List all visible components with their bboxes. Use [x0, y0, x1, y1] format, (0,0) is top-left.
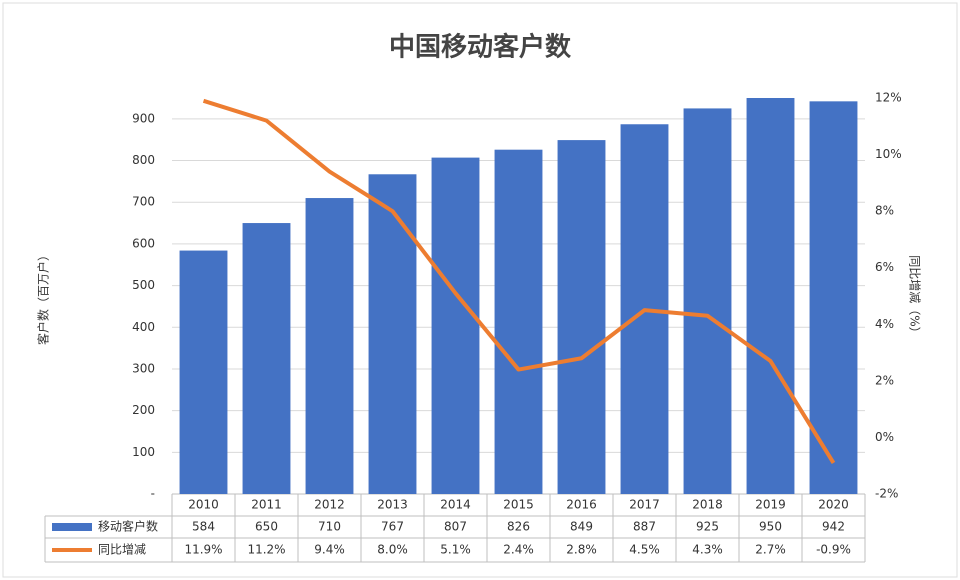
bar [305, 198, 354, 494]
table-value: 2.7% [755, 543, 786, 557]
table-value: 767 [381, 520, 404, 534]
table-value: 2.4% [503, 543, 534, 557]
bar [557, 140, 606, 494]
y-axis-label: 客户数（百万户） [36, 249, 51, 345]
bar [179, 250, 228, 494]
bar [746, 98, 795, 494]
table-value: 11.2% [247, 543, 285, 557]
y-tick-label: 600 [132, 236, 155, 250]
table-value: 2.8% [566, 543, 597, 557]
x-tick-label: 2013 [377, 498, 408, 512]
bar [242, 223, 291, 495]
table-value: 8.0% [377, 543, 408, 557]
table-value: 807 [444, 520, 467, 534]
y-tick-label: 800 [132, 153, 155, 167]
y2-tick-label: 6% [875, 260, 894, 274]
table-value: 9.4% [314, 543, 345, 557]
x-tick-label: 2014 [440, 498, 471, 512]
y-tick-label: 400 [132, 320, 155, 334]
y-tick-label: 100 [132, 445, 155, 459]
y-tick-label: 700 [132, 195, 155, 209]
x-tick-label: 2019 [755, 498, 786, 512]
x-tick-label: 2017 [629, 498, 660, 512]
table-value: 942 [822, 520, 845, 534]
table-value: 849 [570, 520, 593, 534]
x-tick-label: 2012 [314, 498, 345, 512]
table-value: 5.1% [440, 543, 471, 557]
table-value: 710 [318, 520, 341, 534]
y2-tick-label: 12% [875, 91, 902, 105]
table-value: 584 [192, 520, 215, 534]
line [202, 98, 836, 464]
legend-label: 移动客户数 [98, 519, 158, 534]
table-value: 887 [633, 520, 656, 534]
table-value: 650 [255, 520, 278, 534]
y2-tick-label: 2% [875, 373, 894, 387]
table-value: 826 [507, 520, 530, 534]
table-value: 11.9% [184, 543, 222, 557]
x-tick-label: 2016 [566, 498, 597, 512]
y2-axis-label: 同比增减（%） [908, 255, 922, 338]
legend-label: 同比增减 [98, 543, 146, 557]
table-value: -0.9% [816, 543, 851, 557]
y-tick-label: 200 [132, 403, 155, 417]
x-tick-label: 2011 [251, 498, 282, 512]
y-tick-label: 500 [132, 278, 155, 292]
y2-tick-label: 8% [875, 204, 894, 218]
y2-tick-label: 0% [875, 430, 894, 444]
x-tick-label: 2018 [692, 498, 723, 512]
chart-title: 中国移动客户数 [389, 32, 572, 63]
bar [809, 101, 858, 494]
y2-tick-label: -2% [875, 487, 898, 501]
table-value: 4.5% [629, 543, 660, 557]
y-tick-label: 900 [132, 111, 155, 125]
bar [368, 174, 417, 494]
x-tick-label: 2020 [818, 498, 849, 512]
legend-swatch [52, 523, 92, 531]
table-value: 950 [759, 520, 782, 534]
x-tick-label: 2010 [188, 498, 219, 512]
y-tick-label: - [151, 487, 155, 501]
bar [494, 149, 543, 494]
y2-tick-label: 4% [875, 317, 894, 331]
table-value: 925 [696, 520, 719, 534]
x-tick-label: 2015 [503, 498, 534, 512]
bar [431, 157, 480, 495]
bar [683, 108, 732, 494]
y-tick-label: 300 [132, 361, 155, 375]
table-value: 4.3% [692, 543, 723, 557]
y2-tick-label: 10% [875, 147, 902, 161]
